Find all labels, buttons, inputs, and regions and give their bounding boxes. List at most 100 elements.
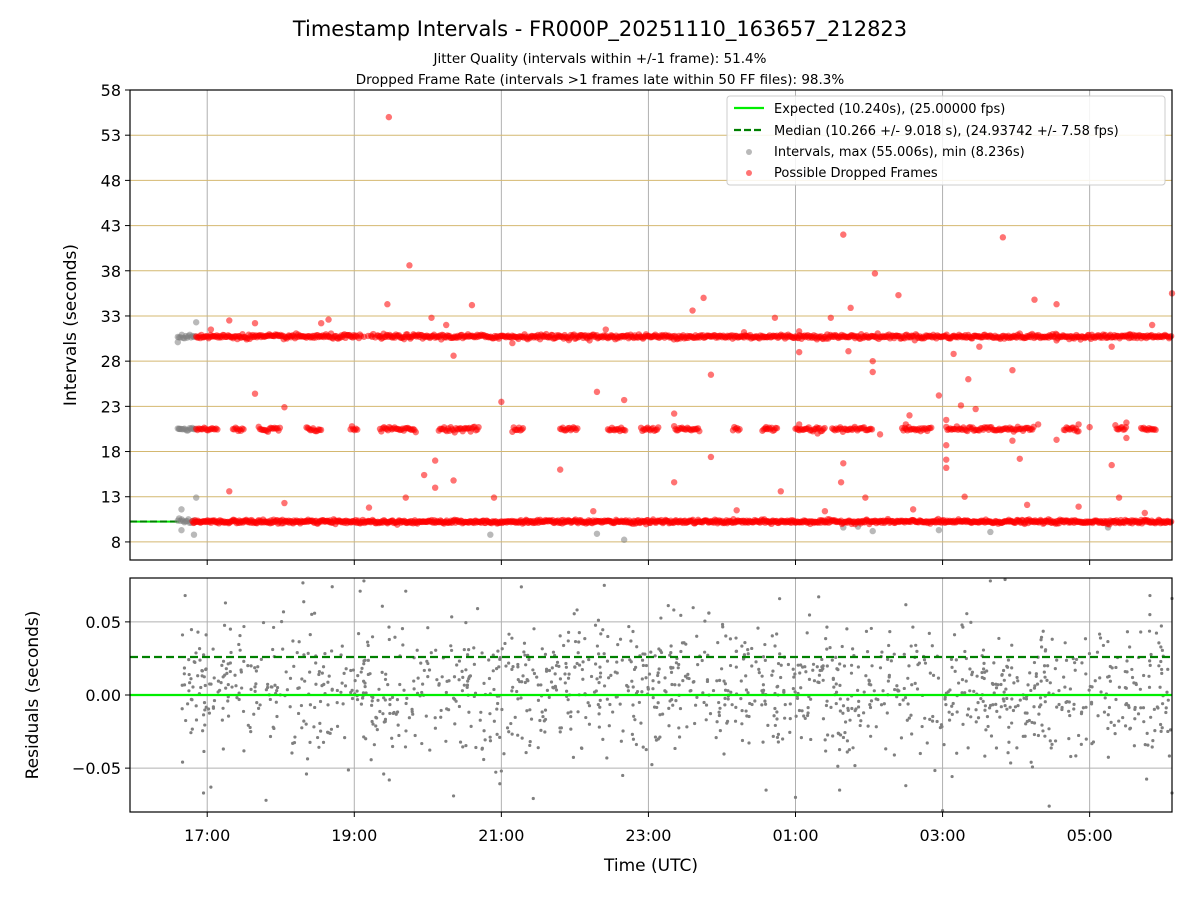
residual-point xyxy=(1032,686,1037,690)
residual-point xyxy=(1160,726,1164,730)
residual-point xyxy=(211,705,216,709)
residual-point xyxy=(479,710,483,714)
residual-point xyxy=(771,734,775,738)
residual-point xyxy=(462,683,466,687)
residual-point xyxy=(433,716,437,720)
dropped-frame-point xyxy=(1167,518,1175,525)
residual-point xyxy=(198,658,202,662)
dropped-frame-point xyxy=(443,321,450,329)
residual-point xyxy=(222,623,227,627)
residual-point xyxy=(458,740,463,744)
residual-point xyxy=(424,714,428,718)
chart-subtitle-jitter: Jitter Quality (intervals within +/-1 fr… xyxy=(433,51,767,67)
residual-point xyxy=(631,703,635,707)
residual-point xyxy=(1076,733,1081,738)
residual-point xyxy=(1007,725,1011,729)
residual-point xyxy=(716,641,720,645)
residual-point xyxy=(1146,743,1150,747)
residual-point xyxy=(550,666,554,670)
residual-point xyxy=(259,657,263,662)
dropped-frame-points xyxy=(189,113,1176,528)
residual-point xyxy=(515,689,519,694)
residual-point xyxy=(832,685,836,689)
residual-point xyxy=(516,665,520,669)
residual-point xyxy=(500,707,504,712)
residual-point xyxy=(963,691,967,695)
residual-point xyxy=(843,730,847,735)
residual-point xyxy=(225,671,229,675)
residual-point xyxy=(866,724,870,728)
residual-point xyxy=(1160,667,1164,672)
residual-point xyxy=(396,723,400,727)
residual-point xyxy=(437,683,441,687)
residual-point xyxy=(391,744,395,749)
dropped-frame-point xyxy=(845,348,852,355)
residual-point xyxy=(1073,668,1077,672)
residual-point xyxy=(838,662,842,666)
dropped-frame-point xyxy=(1053,436,1060,443)
residual-point xyxy=(1159,729,1163,733)
residual-point xyxy=(793,672,797,676)
residual-point xyxy=(968,667,972,671)
residual-point xyxy=(569,714,573,719)
dropped-frame-point xyxy=(354,426,361,433)
dropped-frame-point xyxy=(1141,509,1148,517)
residual-point xyxy=(242,624,246,629)
residual-point xyxy=(565,689,569,693)
residual-point xyxy=(494,667,499,671)
dropped-frame-point xyxy=(207,326,215,333)
residual-point xyxy=(691,606,695,610)
residual-point xyxy=(388,697,392,701)
residual-point xyxy=(799,663,803,667)
residual-point xyxy=(455,663,459,667)
residual-point xyxy=(558,634,562,638)
residual-point xyxy=(371,722,375,726)
residual-point xyxy=(1039,645,1044,649)
dropped-frame-point xyxy=(428,314,435,321)
residual-point xyxy=(1148,659,1152,663)
residual-point xyxy=(669,650,673,655)
residual-point xyxy=(1121,715,1125,720)
residual-point xyxy=(469,724,473,729)
residual-point xyxy=(189,731,193,735)
residual-point xyxy=(772,714,776,718)
residual-point xyxy=(366,643,370,648)
residual-point xyxy=(223,673,227,677)
residual-point xyxy=(792,675,796,679)
residual-point xyxy=(985,715,990,719)
residual-point xyxy=(1133,707,1137,711)
residual-point xyxy=(847,748,851,752)
residual-point xyxy=(413,733,417,738)
residual-point xyxy=(253,689,257,693)
residual-point xyxy=(701,691,705,695)
residual-point xyxy=(433,726,437,730)
residual-point xyxy=(1113,731,1117,736)
residual-point xyxy=(194,651,198,655)
residual-point xyxy=(519,585,523,589)
residual-point xyxy=(1152,707,1156,711)
residual-point xyxy=(744,709,748,713)
dropped-frame-point xyxy=(468,301,476,309)
residual-point xyxy=(1106,755,1110,759)
residual-point xyxy=(326,703,330,707)
residual-point xyxy=(1034,672,1038,676)
residual-point xyxy=(740,708,744,713)
residual-point xyxy=(593,623,598,627)
residual-point xyxy=(1091,740,1096,744)
residual-point xyxy=(1039,679,1043,683)
residual-point xyxy=(1042,670,1046,674)
residual-point xyxy=(507,661,511,665)
residual-point xyxy=(461,745,465,749)
dropped-frame-point xyxy=(385,113,393,121)
residual-point xyxy=(292,664,296,668)
x-tick-label: 21:00 xyxy=(478,826,524,845)
residual-point xyxy=(913,681,917,685)
residuals-x-ticks: 17:00 19:00 21:00 23:00 01:00 03:00 05:00 xyxy=(184,812,1113,845)
residual-point xyxy=(370,635,375,639)
residual-point xyxy=(1087,651,1092,656)
residual-point xyxy=(1030,765,1035,769)
residual-point xyxy=(994,746,999,750)
residual-point xyxy=(364,691,368,695)
residual-point xyxy=(1134,682,1138,687)
residual-point xyxy=(983,754,987,758)
